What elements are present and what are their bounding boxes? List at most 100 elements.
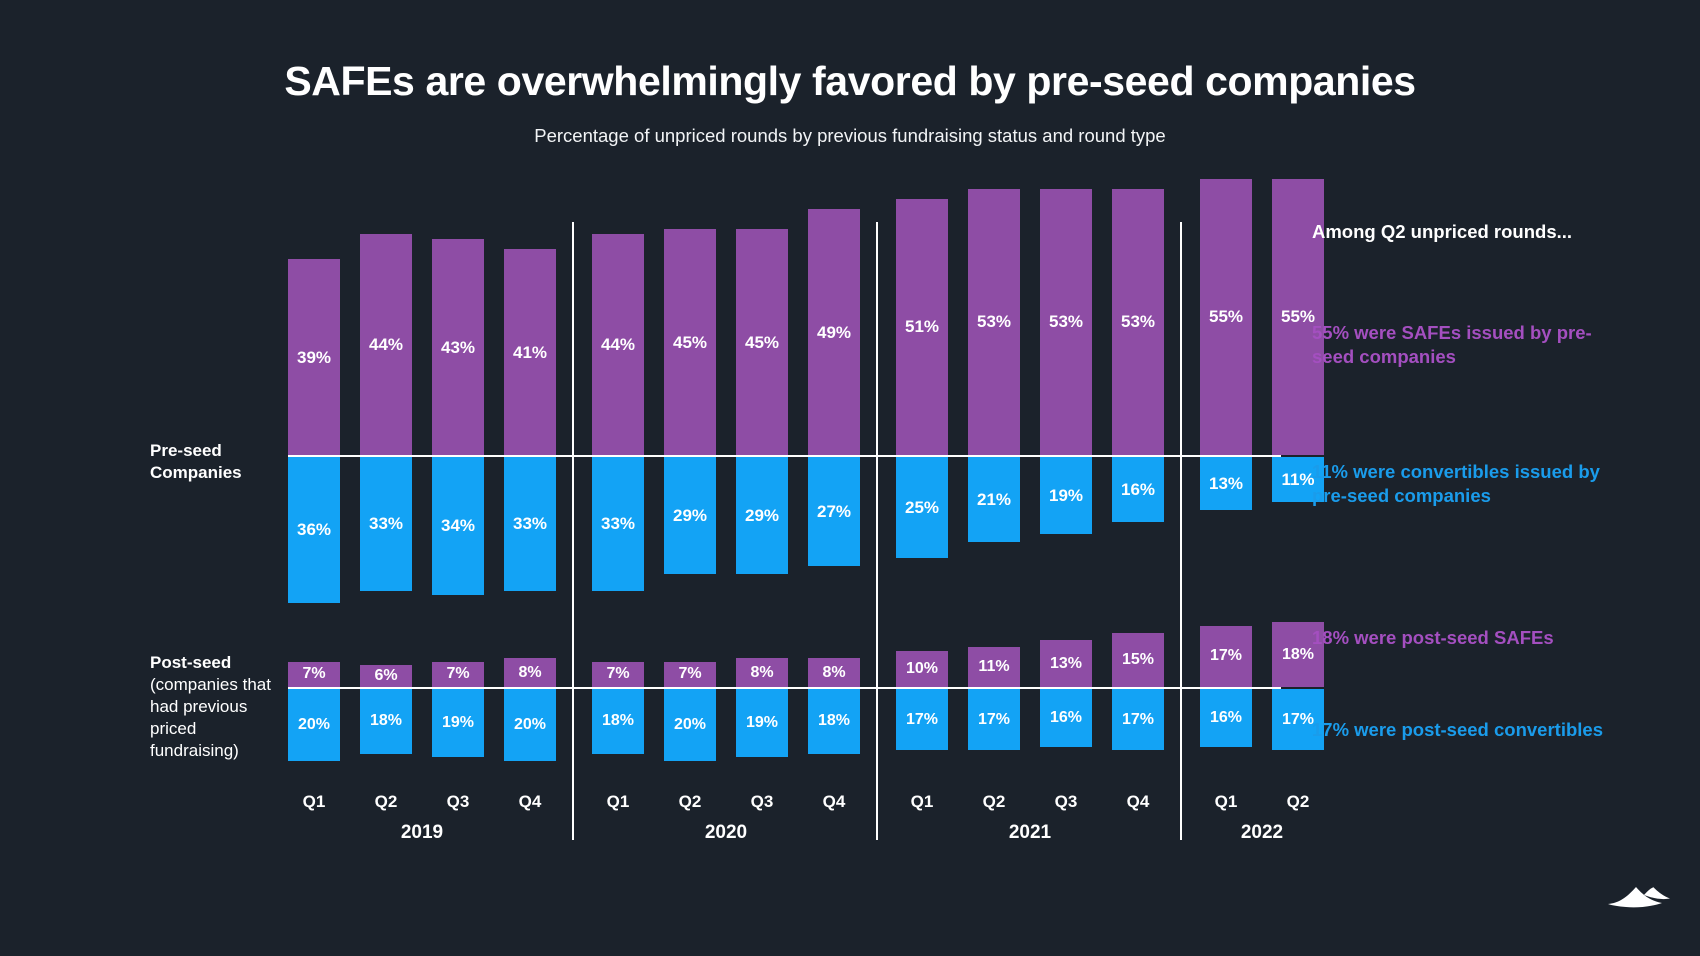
bar-pre-seed-safe: 51% (896, 198, 948, 455)
bar-value-label: 18% (601, 712, 635, 730)
bar-value-label: 16% (1120, 479, 1156, 499)
bar-value-label: 7% (678, 665, 702, 683)
bar-pre-seed-convertible: 36% (288, 457, 340, 603)
bar-pre-seed-convertible: 19% (1040, 457, 1092, 534)
row-label-pre-seed-line2: Companies (150, 463, 242, 483)
bar-post-seed-safe: 8% (808, 658, 860, 687)
bar-value-label: 7% (302, 665, 326, 683)
bar-value-label: 41% (512, 342, 548, 362)
bar-value-label: 39% (296, 347, 332, 367)
bar-post-seed-convertible: 18% (592, 689, 644, 754)
bar-pre-seed-convertible: 34% (432, 457, 484, 595)
bar-value-label: 33% (600, 514, 636, 534)
bar-value-label: 36% (296, 520, 332, 540)
bar-post-seed-safe: 7% (432, 661, 484, 687)
bar-pre-seed-convertible: 29% (736, 457, 788, 575)
bar-post-seed-convertible: 18% (360, 689, 412, 754)
annotation-pre-seed-convertible: 11% were convertibles issued by pre-seed… (1312, 461, 1600, 506)
bar-post-seed-convertible: 19% (736, 689, 788, 758)
bar-value-label: 7% (606, 665, 630, 683)
bar-value-label: 19% (745, 714, 779, 732)
bar-pre-seed-convertible: 33% (360, 457, 412, 591)
bar-value-label: 21% (976, 490, 1012, 510)
row-label-pre-seed-line1: Pre-seed (150, 441, 222, 460)
bar-pre-seed-safe: 45% (736, 229, 788, 455)
bar-pre-seed-convertible: 16% (1112, 457, 1164, 522)
bar-value-label: 44% (600, 335, 636, 355)
bar-value-label: 45% (672, 332, 708, 352)
bar-value-label: 33% (368, 514, 404, 534)
bar-post-seed-convertible: 17% (968, 689, 1020, 751)
bar-pre-seed-convertible: 27% (808, 457, 860, 567)
bar-value-label: 53% (1048, 312, 1084, 332)
bar-value-label: 11% (978, 658, 1010, 676)
bar-value-label: 29% (744, 506, 780, 526)
bar-pre-seed-safe: 55% (1272, 178, 1324, 455)
x-tick-quarter: Q3 (1054, 792, 1078, 811)
annotation-heading: Among Q2 unpriced rounds... (1312, 221, 1573, 242)
bar-value-label: 17% (1121, 710, 1155, 728)
bar-pre-seed-convertible: 33% (504, 457, 556, 591)
bar-pre-seed-safe: 49% (808, 209, 860, 455)
bar-post-seed-safe: 11% (968, 647, 1020, 687)
bar-value-label: 16% (1049, 708, 1083, 726)
bar-post-seed-safe: 18% (1272, 622, 1324, 687)
bar-value-label: 33% (512, 514, 548, 534)
bar-value-label: 8% (822, 663, 846, 681)
bar-value-label: 6% (374, 667, 398, 685)
bar-pre-seed-safe: 43% (432, 239, 484, 455)
annotation-pre-seed-safe: 55% were SAFEs issued by pre-seed compan… (1312, 322, 1592, 367)
x-tick-quarter: Q2 (374, 792, 398, 811)
bar-value-label: 10% (905, 660, 939, 677)
bar-post-seed-safe: 13% (1040, 640, 1092, 687)
bar-pre-seed-safe: 44% (360, 234, 412, 455)
bar-value-label: 51% (904, 317, 940, 337)
bar-post-seed-convertible: 20% (664, 689, 716, 761)
row-label-post-seed-sub: (companies that had previous priced fund… (150, 675, 271, 761)
bar-value-label: 20% (513, 716, 547, 733)
bar-post-seed-safe: 17% (1200, 625, 1252, 687)
bar-value-label: 20% (673, 716, 707, 733)
bar-value-label: 55% (1208, 307, 1244, 327)
bar-value-label: 17% (905, 710, 939, 728)
bar-value-label: 17% (1209, 647, 1243, 665)
bar-post-seed-convertible: 17% (1272, 689, 1324, 751)
bar-post-seed-convertible: 20% (288, 689, 340, 761)
bar-post-seed-convertible: 17% (1112, 689, 1164, 751)
bar-value-label: 19% (441, 714, 475, 732)
bar-post-seed-convertible: 20% (504, 689, 556, 761)
bar-value-label: 53% (1120, 312, 1156, 332)
x-tick-quarter: Q2 (1286, 792, 1310, 811)
bar-pre-seed-convertible: 33% (592, 457, 644, 591)
bar-post-seed-safe: 10% (896, 651, 948, 687)
year-separator-line (876, 222, 878, 840)
bar-pre-seed-safe: 45% (664, 229, 716, 455)
bar-post-seed-safe: 7% (288, 661, 340, 687)
bar-post-seed-safe: 8% (736, 658, 788, 687)
bar-value-label: 45% (744, 332, 780, 352)
bar-post-seed-convertible: 17% (896, 689, 948, 751)
year-separator-line (1180, 222, 1182, 840)
bar-post-seed-safe: 8% (504, 658, 556, 687)
bar-post-seed-safe: 6% (360, 665, 412, 687)
bar-value-label: 55% (1280, 307, 1316, 327)
bar-value-label: 13% (1049, 654, 1083, 672)
x-axis-year-label: 2021 (1008, 822, 1052, 843)
bar-value-label: 18% (1281, 645, 1315, 663)
bar-value-label: 17% (977, 710, 1011, 728)
bar-value-label: 44% (368, 335, 404, 355)
bar-pre-seed-safe: 53% (1112, 188, 1164, 455)
mountain-logo-icon (1608, 887, 1670, 908)
bar-pre-seed-safe: 53% (1040, 188, 1092, 455)
bar-value-label: 27% (816, 502, 852, 522)
bar-pre-seed-safe: 44% (592, 234, 644, 455)
x-tick-quarter: Q1 (1214, 792, 1238, 811)
bar-value-label: 16% (1209, 708, 1243, 726)
bar-pre-seed-safe: 41% (504, 249, 556, 455)
bar-value-label: 7% (446, 665, 470, 683)
x-tick-quarter: Q1 (606, 792, 630, 811)
bar-value-label: 18% (369, 712, 403, 730)
bar-pre-seed-safe: 53% (968, 188, 1020, 455)
